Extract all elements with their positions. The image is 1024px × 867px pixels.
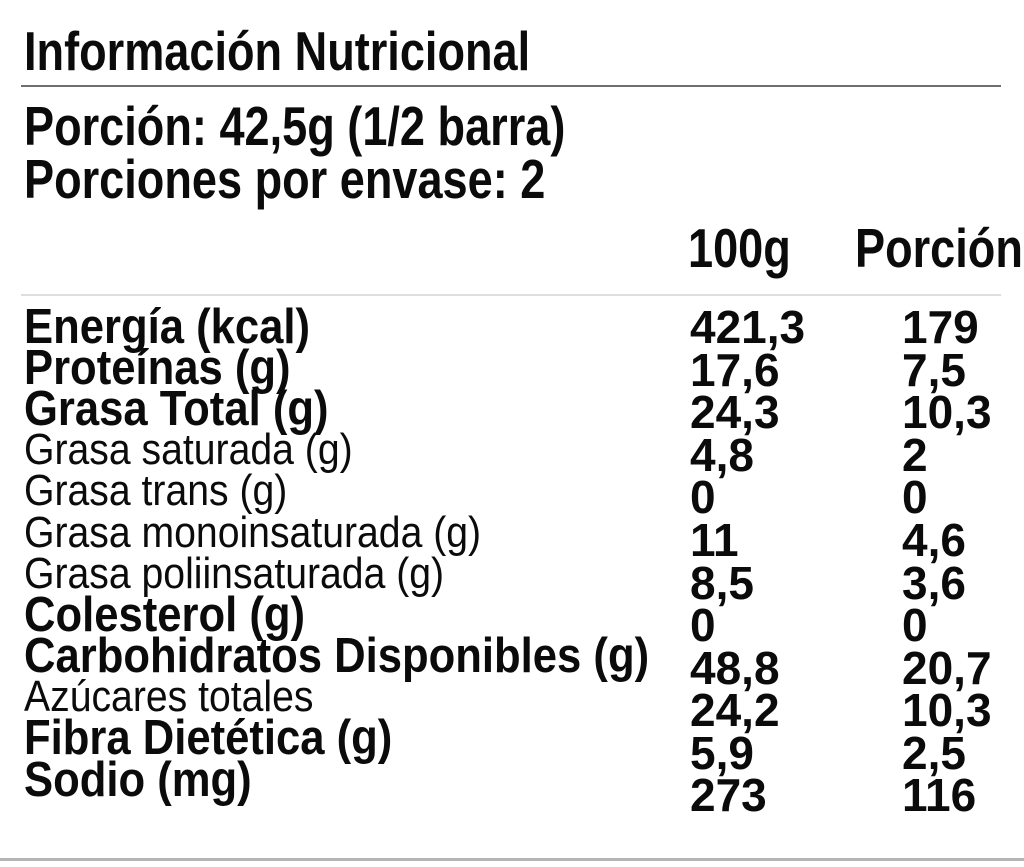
table-row-label: Proteínas (g) <box>24 340 291 395</box>
table-row-label: Grasa poliinsaturada (g) <box>24 548 445 598</box>
value-per-portion: 179 <box>902 301 979 354</box>
page-title-text: Información Nutricional <box>24 20 531 82</box>
serving-size-text: Porción: 42,5g (1/2 barra) <box>24 95 566 157</box>
value-per-portion: 3,6 <box>902 556 966 609</box>
values-per-100g-column: 421,3 17,6 24,3 4,8 0 11 8,5 0 48,8 24,2… <box>690 301 890 822</box>
value-per-portion: 0 <box>902 599 928 652</box>
values-per-portion-column: 179 7,5 10,3 2 0 4,6 3,6 0 20,7 10,3 2,5… <box>902 301 1024 822</box>
value-per-100g: 4,8 <box>690 428 754 481</box>
value-per-100g: 0 <box>690 471 716 524</box>
value-per-portion: 7,5 <box>902 343 966 396</box>
value-per-portion: 20,7 <box>902 641 992 694</box>
table-row-label: Colesterol (g) <box>24 587 306 642</box>
value-per-100g: 48,8 <box>690 641 780 694</box>
table-row-label: Carbohidratos Disponibles (g) <box>24 629 650 684</box>
value-per-portion: 4,6 <box>902 514 966 567</box>
table-row-label: Grasa trans (g) <box>24 466 288 516</box>
value-per-100g: 421,3 <box>690 301 806 354</box>
value-per-100g: 8,5 <box>690 556 754 609</box>
table-row-label: Azúcares totales <box>24 672 314 722</box>
bottom-border-rule <box>0 858 1024 861</box>
table-row-label: Fibra Dietética (g) <box>24 711 393 766</box>
column-header-portion: Porción <box>855 217 1023 279</box>
servings-per-container-line: Porciones por envase: 2 <box>24 152 660 207</box>
value-per-portion: 10,3 <box>902 386 992 439</box>
table-row-label: Sodio (mg) <box>24 752 252 807</box>
column-header-100g: 100g <box>688 217 791 279</box>
value-per-100g: 24,2 <box>690 684 780 737</box>
value-per-100g: 11 <box>690 514 739 567</box>
servings-per-container-text: Porciones por envase: 2 <box>24 148 546 210</box>
value-per-100g: 17,6 <box>690 343 780 396</box>
table-row-label: Grasa saturada (g) <box>24 425 353 475</box>
value-per-100g: 273 <box>690 769 767 822</box>
page-title: Información Nutricional <box>24 24 641 79</box>
nutrient-labels-column: Energía (kcal) Proteínas (g) Grasa Total… <box>24 299 674 807</box>
serving-size-line: Porción: 42,5g (1/2 barra) <box>24 99 684 154</box>
table-row-label: Grasa monoinsaturada (g) <box>24 507 482 557</box>
table-row-label: Energía (kcal) <box>24 299 311 354</box>
value-per-portion: 2 <box>902 428 928 481</box>
value-per-100g: 5,9 <box>690 726 754 779</box>
value-per-portion: 116 <box>902 769 977 822</box>
value-per-100g: 0 <box>690 599 716 652</box>
value-per-portion: 10,3 <box>902 684 992 737</box>
table-row-label: Grasa Total (g) <box>24 381 329 436</box>
value-per-portion: 2,5 <box>902 726 966 779</box>
value-per-100g: 24,3 <box>690 386 780 439</box>
value-per-portion: 0 <box>902 471 928 524</box>
header-divider <box>21 294 1001 296</box>
title-divider <box>21 85 1001 87</box>
